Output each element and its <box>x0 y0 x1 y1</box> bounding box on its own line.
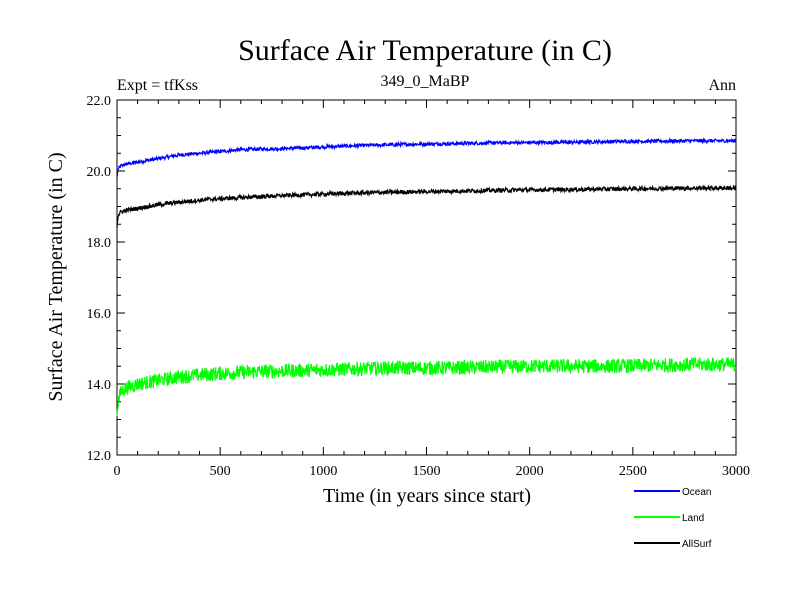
x-tick-label: 2500 <box>619 464 647 479</box>
y-tick-label: 20.0 <box>87 165 112 180</box>
y-tick-label: 16.0 <box>87 307 112 322</box>
ticks-layer: 0 500 1000 1500 2000 2500 3000 12.0 14.0 16.0 18.0… <box>87 94 751 479</box>
x-axis-label: Time (in years since start) <box>323 485 531 507</box>
legend-label-allsurf: AllSurf <box>682 539 712 550</box>
y-tick-label: 12.0 <box>87 449 112 464</box>
chart-title: Surface Air Temperature (in C) <box>238 34 612 67</box>
series-line-ocean <box>116 137 737 179</box>
y-axis-label: Surface Air Temperature (in C) <box>45 152 67 401</box>
subtitle-left: Expt = tfKss <box>117 77 198 94</box>
y-tick-label: 18.0 <box>87 236 112 251</box>
legend: Ocean Land AllSurf <box>634 487 712 550</box>
series-line-land <box>116 356 737 417</box>
x-tick-label: 0 <box>114 464 121 479</box>
y-tick-label: 22.0 <box>87 94 112 109</box>
subtitle-right: Ann <box>708 77 736 94</box>
legend-label-land: Land <box>682 513 704 524</box>
legend-label-ocean: Ocean <box>682 487 711 498</box>
series-layer <box>116 137 737 417</box>
x-tick-label: 1500 <box>413 464 441 479</box>
series-line-allsurf <box>116 184 737 228</box>
subtitle-center: 349_0_MaBP <box>381 73 470 90</box>
plot-frame <box>116 99 737 456</box>
x-tick-label: 500 <box>210 464 231 479</box>
x-tick-label: 1000 <box>309 464 337 479</box>
y-tick-label: 14.0 <box>87 378 112 393</box>
x-tick-label: 2000 <box>516 464 544 479</box>
x-tick-label: 3000 <box>722 464 750 479</box>
